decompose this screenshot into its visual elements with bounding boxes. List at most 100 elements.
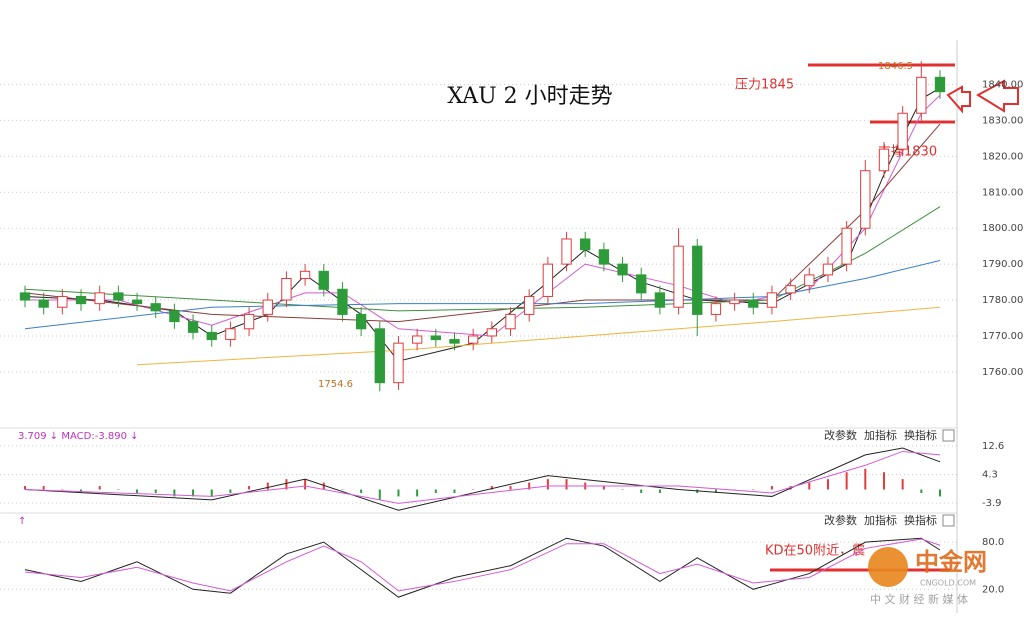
y-tick-label: 1780.00: [982, 295, 1023, 306]
macd-bar: [248, 486, 251, 490]
candle-body: [75, 295, 87, 305]
logo-text: 中金网: [915, 548, 987, 576]
y-tick-label: 1830.00: [982, 115, 1023, 126]
macd-bar: [882, 472, 885, 490]
candle-body: [449, 339, 460, 344]
candle-body: [94, 292, 105, 305]
candle-body: [841, 227, 852, 265]
button[interactable]: 加指标: [864, 428, 897, 442]
watermark: 中金网 CNGOLD.COM 中 文 财 经 新 媒 体: [868, 547, 987, 606]
macd-bar: [210, 489, 213, 497]
button[interactable]: 改参数: [824, 513, 857, 527]
button[interactable]: 加指标: [864, 513, 897, 527]
macd-bar: [920, 489, 923, 493]
y-tick-label: 80.0: [982, 537, 1004, 548]
macd-bar: [808, 482, 811, 490]
candle-body: [561, 238, 572, 265]
candle-body: [692, 245, 703, 315]
macd-bar: [901, 479, 904, 490]
macd-bar: [378, 489, 381, 500]
macd-bar: [509, 486, 512, 490]
macd-bar: [322, 482, 325, 490]
button[interactable]: 换指标: [904, 513, 937, 527]
kd-arrow: ↑: [18, 516, 26, 527]
macd-bar: [285, 479, 288, 490]
candle-body: [505, 313, 516, 330]
macd-bar: [565, 479, 568, 490]
y-tick-label: 1840.00: [982, 80, 1023, 91]
candle-body: [57, 295, 68, 308]
close-button[interactable]: [942, 429, 955, 442]
y-tick-label: 1810.00: [982, 187, 1023, 198]
arrow-icon: [946, 85, 971, 114]
macd-bar: [658, 489, 661, 493]
macd-bar: [173, 489, 176, 497]
candle-body: [299, 270, 311, 279]
indicator-line: [137, 306, 941, 366]
candle-body: [542, 263, 554, 297]
candle-body: [337, 288, 348, 315]
macd-bar: [61, 489, 64, 491]
close-button[interactable]: [942, 514, 955, 527]
candle-body: [822, 263, 834, 276]
candle-body: [524, 295, 535, 315]
logo-icon: [868, 547, 908, 587]
macd-bar: [621, 489, 624, 491]
button[interactable]: 改参数: [824, 428, 857, 442]
macd-bar: [341, 489, 344, 491]
candle-body: [598, 249, 610, 265]
macd-bar: [192, 489, 195, 497]
macd-bar: [864, 468, 867, 490]
y-tick-label: -3.9: [982, 498, 1002, 509]
indicator-line: [24, 538, 941, 592]
annotation: KD在50附近，震: [765, 544, 865, 559]
logo-site: CNGOLD.COM: [920, 579, 976, 588]
macd-bar: [640, 489, 643, 493]
y-tick-label: 1790.00: [982, 259, 1023, 270]
macd-bar: [266, 482, 269, 490]
candle-body: [150, 303, 161, 312]
candle-body: [187, 321, 199, 333]
macd-bar: [528, 482, 531, 490]
macd-bar: [136, 489, 139, 493]
candle-body: [766, 292, 778, 308]
macd-bar: [304, 479, 307, 490]
macd-bar: [752, 489, 755, 491]
macd-bar: [714, 489, 717, 493]
macd-bar: [939, 489, 941, 497]
candle-body: [654, 292, 666, 308]
candle-body: [262, 299, 273, 315]
candle-body: [934, 76, 946, 93]
indicator-line: [24, 123, 941, 323]
chart-title: XAU 2 小时走势: [447, 84, 612, 109]
candle-body: [729, 299, 740, 305]
indicator-line: [24, 537, 941, 598]
candle-body: [710, 303, 722, 315]
candle-body: [916, 76, 927, 114]
candle-body: [281, 277, 292, 301]
candle-body: [169, 310, 180, 323]
macd-bar: [453, 489, 456, 493]
indicator-line: [24, 447, 941, 511]
button[interactable]: 换指标: [904, 428, 937, 442]
macd-bar: [24, 486, 26, 490]
indicator-line: [24, 450, 941, 504]
candle-body: [636, 274, 647, 294]
candle-body: [430, 335, 441, 341]
macd-bar: [546, 479, 549, 490]
indicator-line: [24, 206, 941, 312]
y-tick-label: 20.0: [982, 584, 1004, 595]
macd-bar: [434, 489, 437, 493]
macd-bar: [42, 486, 45, 490]
candle-body: [355, 313, 367, 330]
indicator-line: [25, 94, 941, 337]
y-tick-label: 1770.00: [982, 331, 1023, 342]
candle-body: [785, 285, 796, 294]
candle-body: [411, 335, 423, 344]
macd-bar: [229, 489, 232, 493]
candle-body: [393, 342, 404, 384]
macd-bar: [360, 489, 363, 493]
candle-body: [617, 263, 628, 276]
macd-bar: [416, 489, 419, 497]
